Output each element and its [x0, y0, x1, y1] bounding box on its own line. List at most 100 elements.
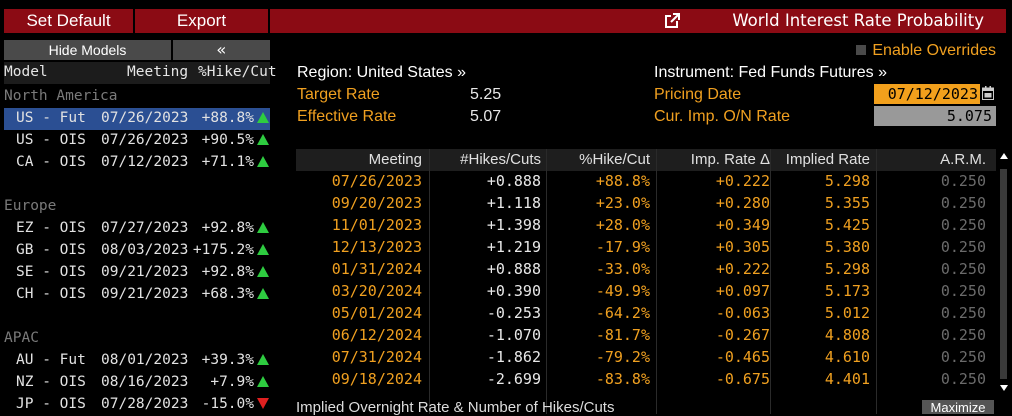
- table-row[interactable]: 11/01/2023 +1.398 +28.0% +0.349 5.425 0.250: [296, 215, 996, 237]
- enable-overrides-toggle[interactable]: Enable Overrides: [856, 42, 996, 60]
- pct-cell: -64.2%: [595, 304, 650, 322]
- col-header-hikes[interactable]: #Hikes/Cuts: [460, 151, 541, 168]
- model-hike-pct: +39.3%: [201, 352, 254, 368]
- model-meeting-date: 08/03/2023: [101, 242, 189, 258]
- model-meeting-date: 07/12/2023: [101, 154, 189, 170]
- model-name: CA - OIS: [16, 154, 86, 170]
- implied-rate-cell: 4.610: [824, 348, 870, 366]
- table-row[interactable]: 05/01/2024 -0.253 -64.2% -0.063 5.012 0.250: [296, 303, 996, 325]
- meeting-col-header[interactable]: Meeting: [127, 64, 189, 80]
- scroll-down-icon[interactable]: [1000, 385, 1008, 391]
- col-header-imp-delta[interactable]: Imp. Rate Δ: [690, 151, 770, 168]
- model-hike-pct: +88.8%: [201, 110, 254, 126]
- calendar-icon[interactable]: [982, 86, 994, 100]
- table-row[interactable]: 01/31/2024 +0.888 -33.0% +0.222 5.298 0.250: [296, 259, 996, 281]
- pricing-date-label: Pricing Date: [654, 86, 742, 103]
- model-row[interactable]: GB - OIS 08/03/2023 +175.2%: [4, 240, 270, 262]
- column-divider: [656, 149, 657, 414]
- hikes-cell: +0.390: [486, 282, 541, 300]
- hike-col-header[interactable]: %Hike/Cut: [198, 64, 277, 80]
- table-scrollbar[interactable]: [996, 149, 1012, 399]
- model-name: US - Fut: [16, 110, 86, 126]
- meeting-date-cell: 07/26/2023: [331, 172, 422, 190]
- hikes-cell: +0.888: [486, 172, 541, 190]
- up-arrow-icon: [257, 134, 269, 145]
- hikes-cell: -1.070: [486, 326, 541, 344]
- table-row[interactable]: 09/18/2024 -2.699 -83.8% -0.675 4.401 0.250: [296, 369, 996, 391]
- up-arrow-icon: [257, 244, 269, 255]
- hikes-cell: +1.398: [486, 216, 541, 234]
- model-meeting-date: 09/21/2023: [101, 264, 189, 280]
- external-link-icon[interactable]: [665, 13, 680, 28]
- region-selector[interactable]: Region: United States »: [297, 64, 466, 81]
- table-row[interactable]: 06/12/2024 -1.070 -81.7% -0.267 4.808 0.250: [296, 325, 996, 347]
- hide-models-button[interactable]: Hide Models: [4, 40, 171, 60]
- implied-rate-cell: 4.401: [824, 370, 870, 388]
- up-arrow-icon: [257, 266, 269, 277]
- pct-cell: +23.0%: [595, 194, 650, 212]
- arm-cell: 0.250: [940, 326, 986, 344]
- model-row[interactable]: EZ - OIS 07/27/2023 +92.8%: [4, 218, 270, 240]
- model-meeting-date: 07/27/2023: [101, 220, 189, 236]
- scroll-up-icon[interactable]: [1000, 153, 1008, 159]
- pct-cell: +88.8%: [595, 172, 650, 190]
- table-row[interactable]: 07/26/2023 +0.888 +88.8% +0.222 5.298 0.250: [296, 171, 996, 193]
- model-meeting-date: 08/16/2023: [101, 374, 189, 390]
- table-row[interactable]: 09/20/2023 +1.118 +23.0% +0.280 5.355 0.250: [296, 193, 996, 215]
- cur-imp-rate-field[interactable]: 5.075: [874, 106, 996, 126]
- model-hike-pct: +175.2%: [192, 242, 254, 258]
- pct-cell: -17.9%: [595, 238, 650, 256]
- implied-rate-cell: 5.012: [824, 304, 870, 322]
- meeting-date-cell: 03/20/2024: [331, 282, 422, 300]
- pricing-date-field[interactable]: 07/12/2023: [874, 84, 980, 104]
- col-header-implied-rate[interactable]: Implied Rate: [785, 151, 870, 168]
- col-header-pct[interactable]: %Hike/Cut: [579, 151, 650, 168]
- table-header: Meeting #Hikes/Cuts %Hike/Cut Imp. Rate …: [296, 149, 996, 171]
- arm-cell: 0.250: [940, 260, 986, 278]
- set-default-button[interactable]: Set Default: [4, 9, 133, 33]
- model-meeting-date: 09/21/2023: [101, 286, 189, 302]
- model-row[interactable]: SE - OIS 09/21/2023 +92.8%: [4, 262, 270, 284]
- main-panel: Enable Overrides Region: United States »…: [270, 40, 1012, 416]
- hikes-cell: -1.862: [486, 348, 541, 366]
- col-header-arm[interactable]: A.R.M.: [940, 151, 986, 168]
- instrument-selector[interactable]: Instrument: Fed Funds Futures »: [654, 64, 887, 81]
- down-arrow-icon: [257, 398, 269, 409]
- model-row[interactable]: AU - Fut 08/01/2023 +39.3%: [4, 350, 270, 372]
- table-row[interactable]: 03/20/2024 +0.390 -49.9% +0.097 5.173 0.250: [296, 281, 996, 303]
- implied-rate-cell: 5.298: [824, 172, 870, 190]
- imp-delta-cell: +0.097: [715, 282, 770, 300]
- maximize-button[interactable]: Maximize: [922, 400, 994, 414]
- hikes-cell: +1.118: [486, 194, 541, 212]
- column-divider: [876, 149, 877, 414]
- checkbox-icon[interactable]: [856, 45, 867, 55]
- imp-delta-cell: +0.349: [715, 216, 770, 234]
- scrollbar-thumb[interactable]: [1000, 169, 1007, 379]
- implied-rate-cell: 5.355: [824, 194, 870, 212]
- meeting-date-cell: 01/31/2024: [331, 260, 422, 278]
- model-row[interactable]: US - Fut 07/26/2023 +88.8%: [4, 108, 270, 130]
- meeting-date-cell: 09/18/2024: [331, 370, 422, 388]
- model-row[interactable]: CH - OIS 09/21/2023 +68.3%: [4, 284, 270, 306]
- meeting-date-cell: 07/31/2024: [331, 348, 422, 366]
- target-rate-value: 5.25: [470, 86, 502, 103]
- arm-cell: 0.250: [940, 216, 986, 234]
- model-name: JP - OIS: [16, 396, 86, 412]
- model-name: GB - OIS: [16, 242, 86, 258]
- window-title: World Interest Rate Probability: [732, 11, 984, 30]
- toolbar: Set Default Export World Interest Rate P…: [0, 0, 1012, 40]
- model-row[interactable]: NZ - OIS 08/16/2023 +7.9%: [4, 372, 270, 394]
- up-arrow-icon: [257, 354, 269, 365]
- model-col-header[interactable]: Model: [4, 64, 48, 80]
- table-row[interactable]: 07/31/2024 -1.862 -79.2% -0.465 4.610 0.250: [296, 347, 996, 369]
- implied-rate-cell: 5.380: [824, 238, 870, 256]
- pct-cell: -33.0%: [595, 260, 650, 278]
- export-button[interactable]: Export: [135, 9, 268, 33]
- col-header-meeting[interactable]: Meeting: [368, 151, 422, 168]
- model-row[interactable]: JP - OIS 07/28/2023 -15.0%: [4, 394, 270, 416]
- table-row[interactable]: 12/13/2023 +1.219 -17.9% +0.305 5.380 0.250: [296, 237, 996, 259]
- model-row[interactable]: US - OIS 07/26/2023 +90.5%: [4, 130, 270, 152]
- imp-delta-cell: +0.280: [715, 194, 770, 212]
- model-row[interactable]: CA - OIS 07/12/2023 +71.1%: [4, 152, 270, 174]
- collapse-panel-button[interactable]: «: [173, 40, 270, 60]
